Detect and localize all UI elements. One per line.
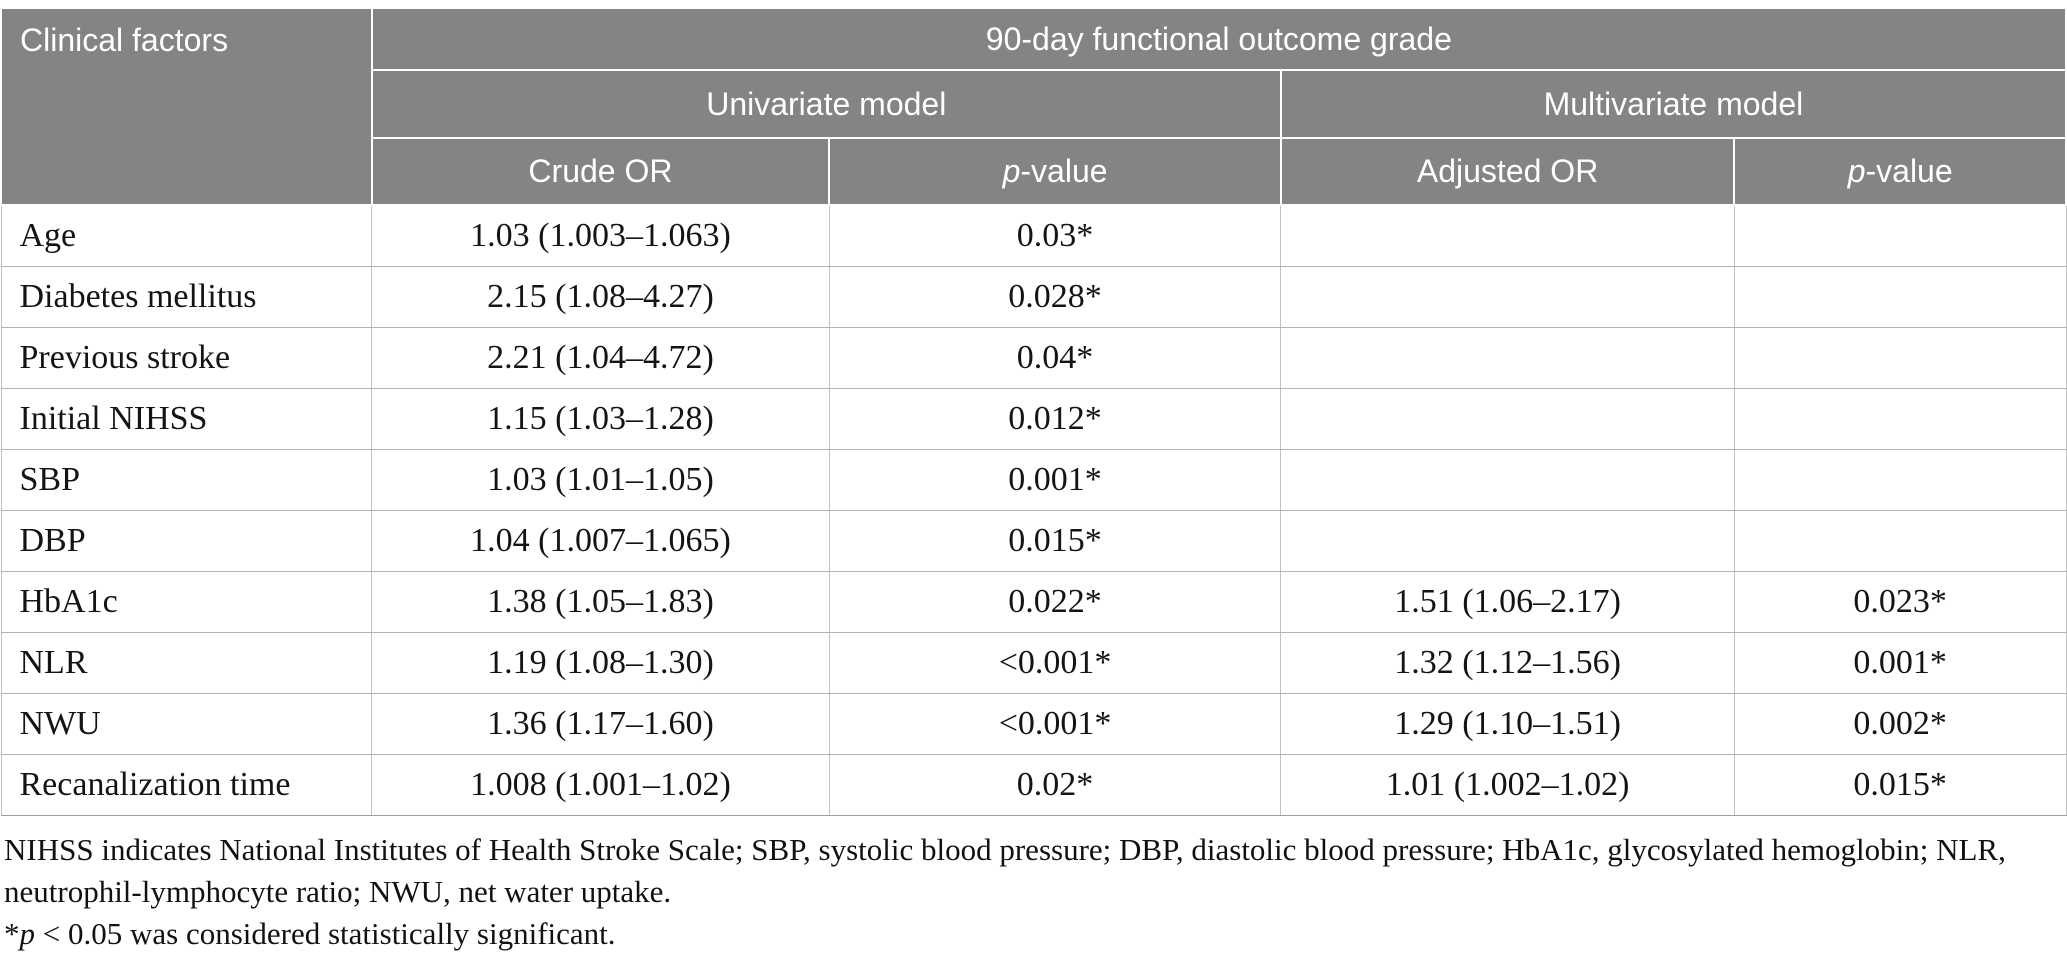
crude-or-cell: 1.03 (1.01–1.05) [371, 449, 830, 511]
column-header-adjusted-or: Adjusted OR [1279, 137, 1736, 206]
table-row-diabetes-mellitus: Diabetes mellitus 2.15 (1.08–4.27) 0.028… [0, 266, 2067, 328]
crude-or-cell: 1.03 (1.003–1.063) [371, 205, 830, 267]
table-row-nlr: NLR 1.19 (1.08–1.30) <0.001* 1.32 (1.12–… [0, 632, 2067, 694]
table-row-dbp: DBP 1.04 (1.007–1.065) 0.015* [0, 510, 2067, 572]
table-row-previous-stroke: Previous stroke 2.21 (1.04–4.72) 0.04* [0, 327, 2067, 389]
p-univariate-cell: 0.012* [828, 388, 1282, 450]
p-multivariate-cell [1733, 266, 2067, 328]
p-univariate-cell: 0.03* [828, 205, 1282, 267]
table-footnotes: NIHSS indicates National Institutes of H… [0, 816, 2067, 955]
p-multivariate-cell [1733, 510, 2067, 572]
column-header-p-value-multivariate: p-value [1733, 137, 2067, 206]
p-univariate-cell: <0.001* [828, 693, 1282, 755]
abbreviations-note: NIHSS indicates National Institutes of H… [4, 832, 2006, 909]
p-symbol: p [1002, 153, 1021, 189]
table-header: Clinical factors 90-day functional outco… [0, 7, 2067, 206]
adjusted-or-cell: 1.01 (1.002–1.02) [1280, 754, 1735, 816]
factor-cell: NWU [0, 693, 373, 755]
significance-text: < 0.05 was considered statistically sign… [35, 916, 616, 951]
adjusted-or-cell: 1.32 (1.12–1.56) [1280, 632, 1735, 694]
table-row-age: Age 1.03 (1.003–1.063) 0.03* [0, 205, 2067, 267]
p-univariate-cell: 0.02* [828, 754, 1282, 816]
p-multivariate-cell: 0.023* [1733, 571, 2067, 633]
table-row-recanalization-time: Recanalization time 1.008 (1.001–1.02) 0… [0, 754, 2067, 816]
group-header-multivariate: Multivariate model [1279, 69, 2067, 139]
crude-or-cell: 1.008 (1.001–1.02) [371, 754, 830, 816]
column-header-crude-or: Crude OR [370, 137, 831, 206]
p-univariate-cell: 0.022* [828, 571, 1282, 633]
p-multivariate-cell [1733, 205, 2067, 267]
table-row-initial-nihss: Initial NIHSS 1.15 (1.03–1.28) 0.012* [0, 388, 2067, 450]
factor-cell: Initial NIHSS [0, 388, 373, 450]
p-multivariate-cell [1733, 449, 2067, 511]
p-multivariate-cell: 0.001* [1733, 632, 2067, 694]
factor-cell: DBP [0, 510, 373, 572]
p-univariate-cell: 0.04* [828, 327, 1282, 389]
table-row-nwu: NWU 1.36 (1.17–1.60) <0.001* 1.29 (1.10–… [0, 693, 2067, 755]
p-symbol: p [1847, 153, 1866, 189]
adjusted-or-cell [1280, 388, 1735, 450]
p-multivariate-cell [1733, 388, 2067, 450]
p-value-suffix: -value [1020, 153, 1108, 189]
adjusted-or-cell [1280, 205, 1735, 267]
corner-header-clinical-factors: Clinical factors [0, 7, 373, 206]
factor-cell: Recanalization time [0, 754, 373, 816]
p-univariate-cell: <0.001* [828, 632, 1282, 694]
factor-cell: NLR [0, 632, 373, 694]
factor-cell: SBP [0, 449, 373, 511]
adjusted-or-cell [1280, 266, 1735, 328]
crude-or-cell: 1.19 (1.08–1.30) [371, 632, 830, 694]
adjusted-or-cell: 1.51 (1.06–2.17) [1280, 571, 1735, 633]
adjusted-or-cell [1280, 510, 1735, 572]
p-univariate-cell: 0.028* [828, 266, 1282, 328]
crude-or-cell: 2.15 (1.08–4.27) [371, 266, 830, 328]
crude-or-cell: 1.04 (1.007–1.065) [371, 510, 830, 572]
clinical-factors-table: Clinical factors 90-day functional outco… [0, 7, 2067, 816]
group-header-univariate: Univariate model [370, 69, 1282, 139]
crude-or-cell: 2.21 (1.04–4.72) [371, 327, 830, 389]
factor-cell: Age [0, 205, 373, 267]
p-multivariate-cell: 0.002* [1733, 693, 2067, 755]
significance-star: * [4, 916, 20, 951]
p-value-suffix: -value [1865, 153, 1953, 189]
table-row-hba1c: HbA1c 1.38 (1.05–1.83) 0.022* 1.51 (1.06… [0, 571, 2067, 633]
factor-cell: HbA1c [0, 571, 373, 633]
significance-note: *p < 0.05 was considered statistically s… [4, 913, 2057, 955]
crude-or-cell: 1.38 (1.05–1.83) [371, 571, 830, 633]
p-univariate-cell: 0.015* [828, 510, 1282, 572]
adjusted-or-cell [1280, 449, 1735, 511]
spanning-header-outcome-grade: 90-day functional outcome grade [370, 7, 2067, 71]
p-multivariate-cell [1733, 327, 2067, 389]
column-header-p-value-univariate: p-value [828, 137, 1282, 206]
table-body: Age 1.03 (1.003–1.063) 0.03* Diabetes me… [0, 205, 2067, 816]
adjusted-or-cell [1280, 327, 1735, 389]
factor-cell: Diabetes mellitus [0, 266, 373, 328]
factor-cell: Previous stroke [0, 327, 373, 389]
p-univariate-cell: 0.001* [828, 449, 1282, 511]
adjusted-or-cell: 1.29 (1.10–1.51) [1280, 693, 1735, 755]
crude-or-cell: 1.15 (1.03–1.28) [371, 388, 830, 450]
crude-or-cell: 1.36 (1.17–1.60) [371, 693, 830, 755]
table-row-sbp: SBP 1.03 (1.01–1.05) 0.001* [0, 449, 2067, 511]
p-symbol: p [19, 916, 36, 951]
p-multivariate-cell: 0.015* [1733, 754, 2067, 816]
